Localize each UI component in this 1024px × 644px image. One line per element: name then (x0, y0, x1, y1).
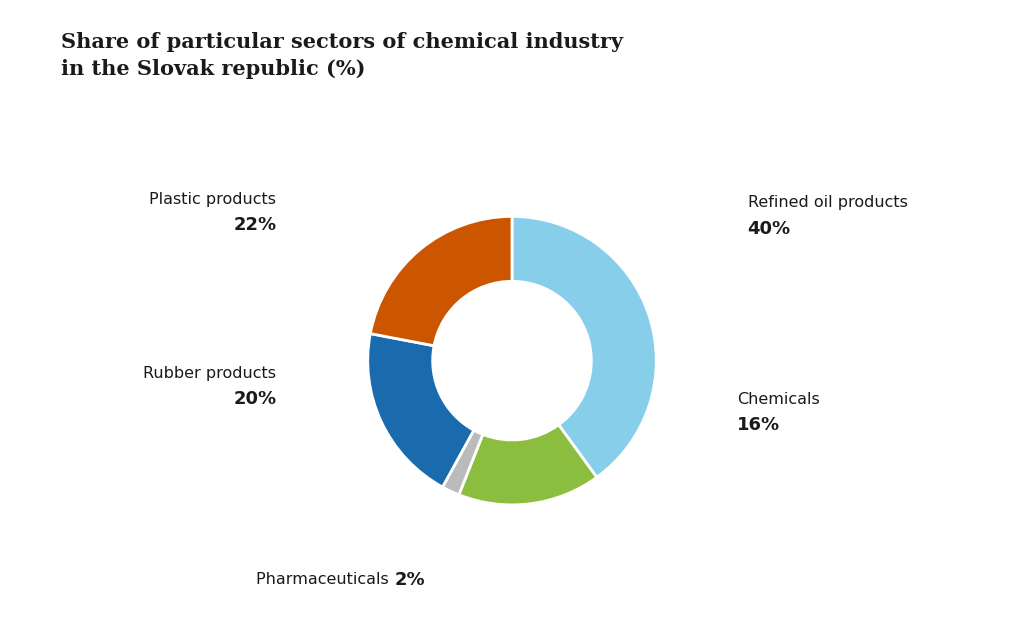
Wedge shape (368, 334, 474, 487)
Text: Refined oil products: Refined oil products (748, 195, 907, 211)
Wedge shape (371, 216, 512, 346)
Wedge shape (459, 425, 597, 505)
Wedge shape (442, 430, 482, 495)
Text: Pharmaceuticals: Pharmaceuticals (256, 572, 394, 587)
Wedge shape (512, 216, 656, 477)
Text: Chemicals: Chemicals (737, 392, 820, 407)
Text: Plastic products: Plastic products (150, 192, 276, 207)
Text: 16%: 16% (737, 416, 780, 434)
Text: Rubber products: Rubber products (143, 366, 276, 381)
Text: 22%: 22% (233, 216, 276, 234)
Text: Share of particular sectors of chemical industry
in the Slovak republic (%): Share of particular sectors of chemical … (61, 32, 624, 79)
Text: 20%: 20% (233, 390, 276, 408)
Text: 2%: 2% (394, 571, 425, 589)
Text: 40%: 40% (748, 220, 791, 238)
